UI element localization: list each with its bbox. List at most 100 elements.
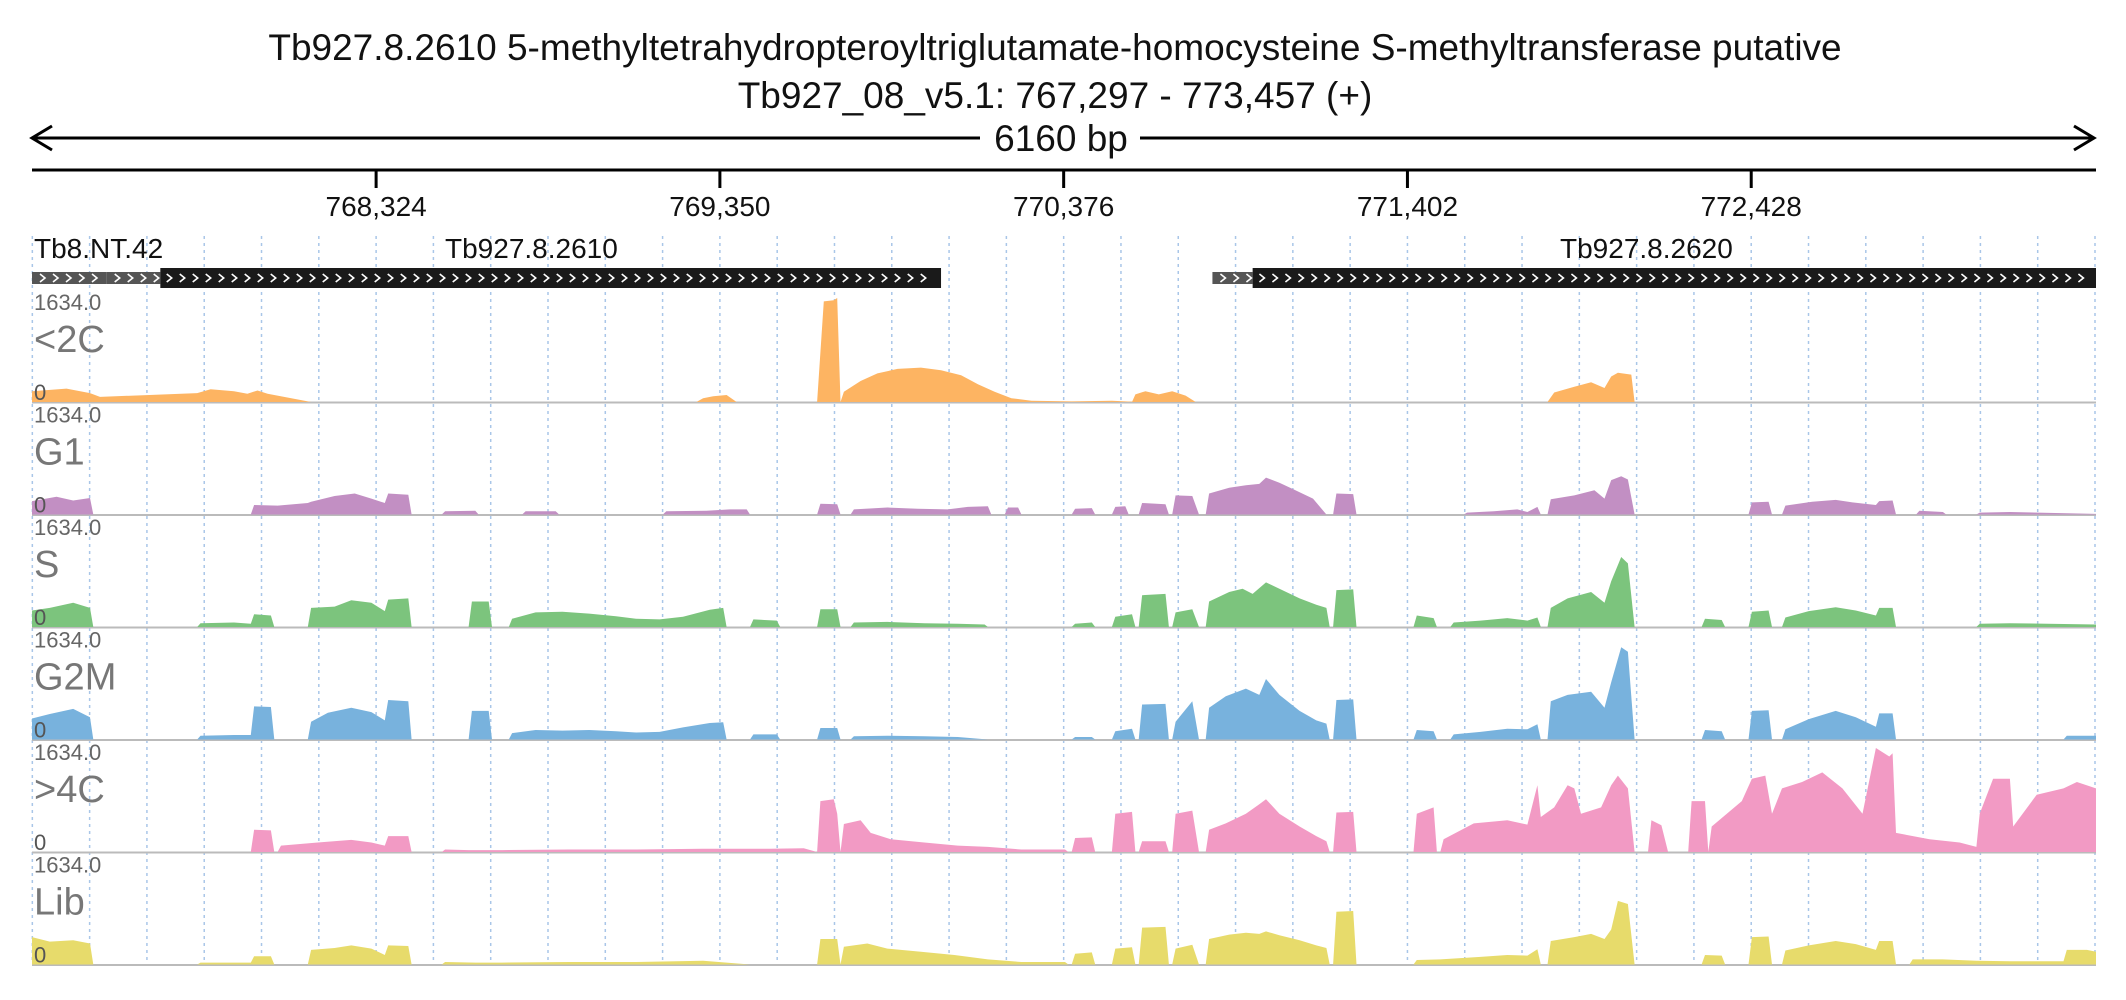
strand-chevron-icon [52, 273, 60, 283]
strand-chevron-icon [751, 273, 759, 283]
ruler-tick-label: 769,350 [669, 191, 770, 222]
strand-chevron-icon [582, 273, 590, 283]
strand-chevron-icon [1583, 273, 1591, 283]
strand-chevron-icon [1960, 273, 1968, 283]
strand-chevron-icon [1804, 273, 1812, 283]
strand-chevron-icon [413, 273, 421, 283]
strand-chevron-icon [400, 273, 408, 283]
track-name: >4C [34, 769, 105, 811]
strand-chevron-icon [920, 273, 928, 283]
ruler-ticks: 768,324 769,350 770,376 771,402 772,428 [326, 170, 1802, 222]
gene-cds [1252, 268, 2096, 288]
coverage-area [32, 647, 2096, 740]
strand-chevron-icon [1791, 273, 1799, 283]
strand-chevron-icon [39, 273, 47, 283]
figure-title: Tb927.8.2610 5-methyltetrahydropteroyltr… [268, 27, 1841, 68]
coverage-tracks: 1634.0<2C01634.0G101634.0S01634.0G2M0163… [32, 290, 2096, 968]
strand-chevron-icon [205, 273, 213, 283]
strand-chevron-icon [1843, 273, 1851, 283]
strand-chevron-icon [530, 273, 538, 283]
track-zero-label: 0 [34, 718, 46, 743]
track-name: S [34, 544, 59, 586]
strand-chevron-icon [78, 273, 86, 283]
strand-chevron-icon [166, 273, 174, 283]
strand-chevron-icon [894, 273, 902, 283]
coverage-track-4: 1634.0 G2M 0 [32, 628, 2096, 743]
strand-chevron-icon [1245, 273, 1253, 283]
strand-chevron-icon [1336, 273, 1344, 283]
strand-chevron-icon [2051, 273, 2059, 283]
strand-chevron-icon [491, 273, 499, 283]
strand-chevron-icon [1297, 273, 1305, 283]
coverage-track-5: 1634.0 >4C 0 [32, 740, 2096, 855]
strand-chevron-icon [1427, 273, 1435, 283]
coverage-area [32, 476, 2096, 515]
strand-chevron-icon [868, 273, 876, 283]
strand-chevron-icon [1661, 273, 1669, 283]
strand-chevron-icon [296, 273, 304, 283]
strand-chevron-icon [621, 273, 629, 283]
gene-label: Tb927.8.2620 [1560, 233, 1733, 264]
coverage-area [32, 900, 2096, 965]
strand-chevron-icon [517, 273, 525, 283]
strand-chevron-icon [1258, 273, 1266, 283]
strand-chevron-icon [1518, 273, 1526, 283]
strand-chevron-icon [1440, 273, 1448, 283]
gene-2 [106, 268, 942, 288]
strand-chevron-icon [1284, 273, 1292, 283]
strand-chevron-icon [218, 273, 226, 283]
strand-chevron-icon [712, 273, 720, 283]
track-ymax-label: 1634.0 [34, 853, 101, 878]
strand-chevron-icon [764, 273, 772, 283]
strand-chevron-icon [829, 273, 837, 283]
strand-chevron-icon [1934, 273, 1942, 283]
strand-chevron-icon [855, 273, 863, 283]
strand-chevron-icon [1973, 273, 1981, 283]
strand-chevron-icon [907, 273, 915, 283]
gene-cds [160, 268, 942, 288]
track-zero-label: 0 [34, 380, 46, 405]
strand-chevron-icon [1453, 273, 1461, 283]
strand-chevron-icon [1505, 273, 1513, 283]
strand-chevron-icon [1648, 273, 1656, 283]
strand-chevron-icon [1232, 273, 1240, 283]
strand-chevron-icon [465, 273, 473, 283]
strand-chevron-icon [1622, 273, 1630, 283]
strand-chevron-icon [2077, 273, 2085, 283]
strand-chevron-icon [1895, 273, 1903, 283]
strand-chevron-icon [1401, 273, 1409, 283]
strand-chevron-icon [686, 273, 694, 283]
coverage-track-1: 1634.0 <2C 0 [32, 290, 2096, 405]
strand-chevron-icon [387, 273, 395, 283]
strand-chevron-icon [1700, 273, 1708, 283]
strand-chevron-icon [1219, 273, 1227, 283]
strand-chevron-icon [777, 273, 785, 283]
strand-chevron-icon [738, 273, 746, 283]
gene-1 [32, 272, 107, 284]
strand-chevron-icon [1856, 273, 1864, 283]
strand-chevron-icon [2064, 273, 2072, 283]
strand-chevron-icon [881, 273, 889, 283]
coverage-track-2: 1634.0 G1 0 [32, 403, 2096, 518]
strand-chevron-icon [114, 273, 122, 283]
strand-chevron-icon [1999, 273, 2007, 283]
strand-chevron-icon [426, 273, 434, 283]
coverage-track-3: 1634.0 S 0 [32, 515, 2096, 630]
arrow-left-icon [29, 124, 53, 152]
strand-chevron-icon [2025, 273, 2033, 283]
strand-chevron-icon [374, 273, 382, 283]
strand-chevron-icon [1752, 273, 1760, 283]
figure-subtitle: Tb927_08_v5.1: 767,297 - 773,457 (+) [738, 75, 1373, 116]
gene-3 [1212, 268, 2096, 288]
strand-chevron-icon [153, 273, 161, 283]
strand-chevron-icon [1388, 273, 1396, 283]
strand-chevron-icon [556, 273, 564, 283]
strand-chevron-icon [1414, 273, 1422, 283]
strand-chevron-icon [322, 273, 330, 283]
strand-chevron-icon [1349, 273, 1357, 283]
track-zero-label: 0 [34, 830, 46, 855]
strand-chevron-icon [1362, 273, 1370, 283]
span-label: 6160 bp [994, 118, 1128, 159]
strand-chevron-icon [1323, 273, 1331, 283]
